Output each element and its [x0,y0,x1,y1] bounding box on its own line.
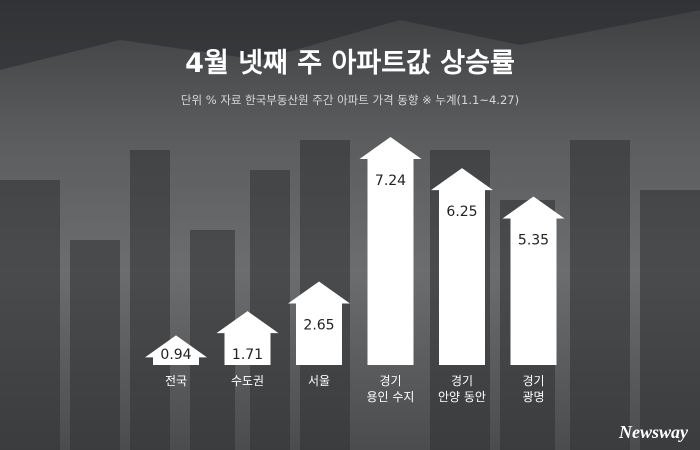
value-label: 5.35 [518,233,549,249]
x-tick-label: 서울 [307,374,331,388]
arrow-bar [216,311,279,365]
value-label: 0.94 [160,347,191,363]
value-label: 6.25 [446,204,477,220]
arrow-bar [288,281,350,365]
value-label: 1.71 [232,347,263,363]
watermark: Newsway [618,422,689,442]
arrow-bar [359,137,422,365]
x-tick-label: 전국 [164,374,188,388]
mountains [0,0,700,70]
value-label: 7.24 [375,173,406,189]
x-tick-label: 수도권 [230,374,265,388]
x-tick-label: 경기 광명 [522,374,545,404]
x-tick-label: 경기 용인 수지 [366,374,415,404]
chart-title: 4월 넷째 주 아파트값 상승률 [185,48,515,79]
arrow-bar [502,196,565,365]
chart-subtitle: 단위 % 자료 한국부동산원 주간 아파트 가격 동향 ※ 누계(1.1~4.2… [181,93,519,107]
x-tick-label: 경기 안양 동안 [438,374,486,404]
background-buildings [0,140,700,450]
arrow-bar [431,168,493,365]
value-label: 2.65 [303,318,334,334]
arrow-bar [145,335,207,365]
